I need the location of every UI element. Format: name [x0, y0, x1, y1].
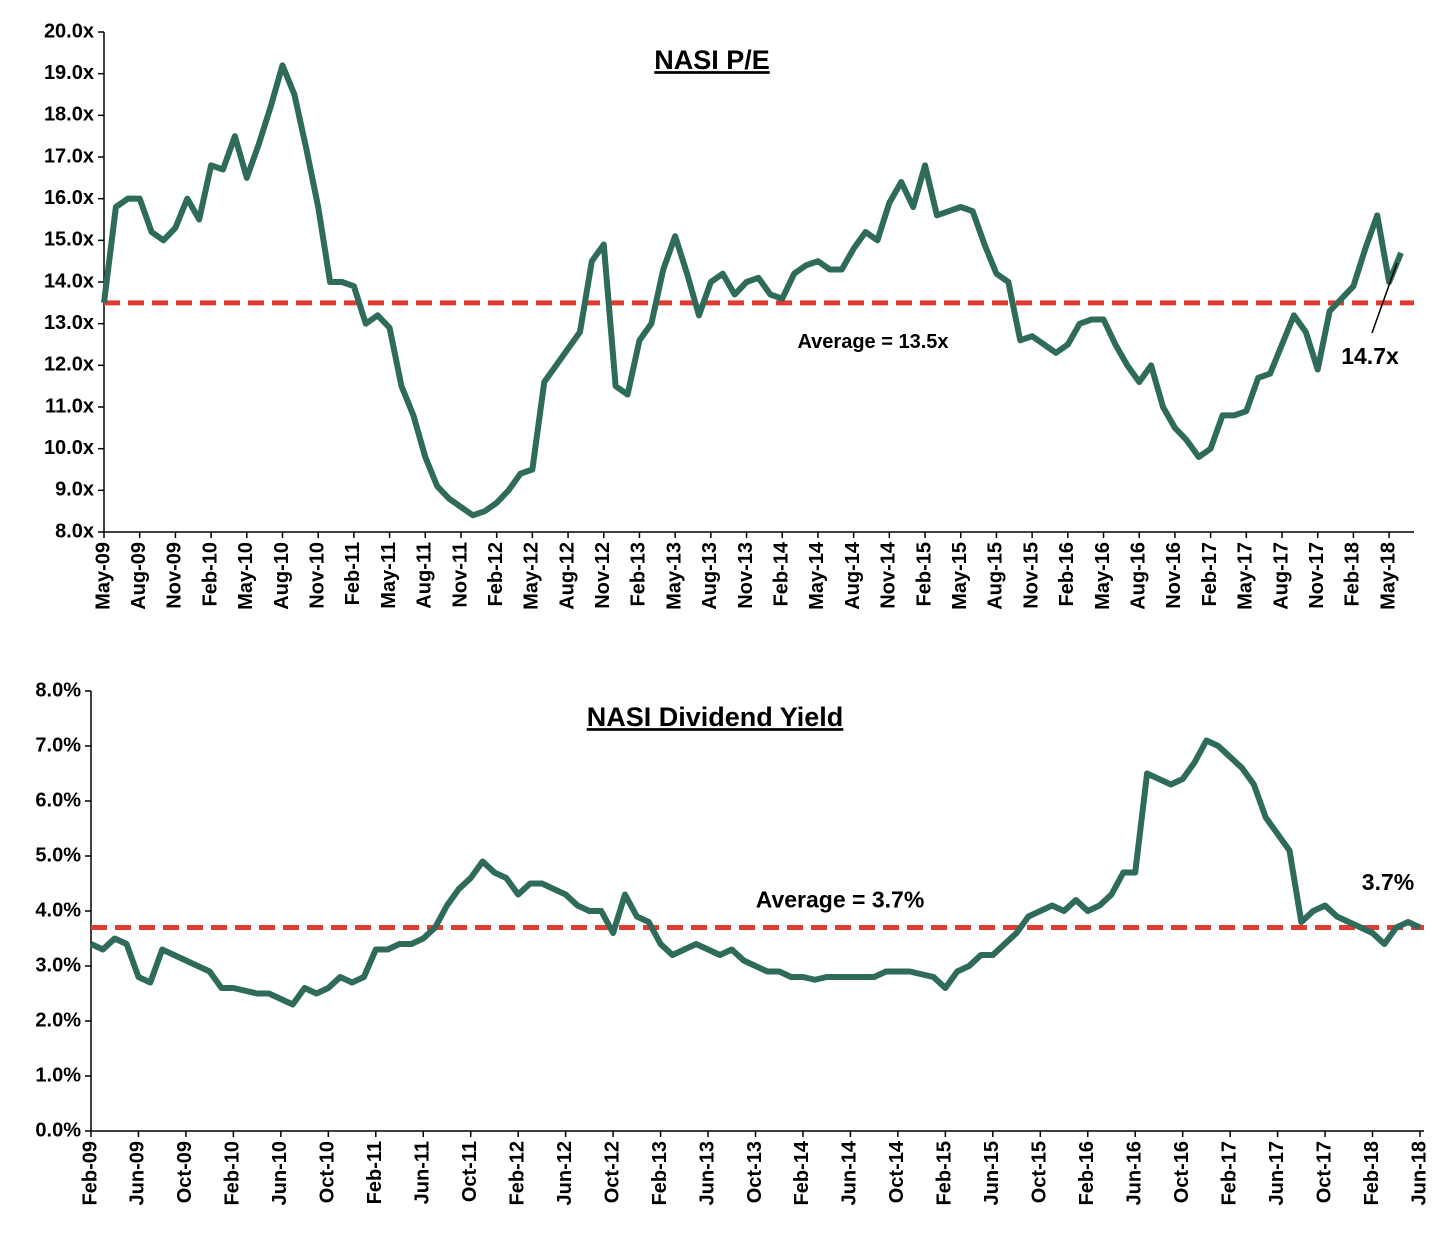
x-tick-label: Jun-09: [127, 1141, 149, 1205]
y-tick-label: 18.0x: [44, 104, 94, 126]
y-tick-label: 10.0x: [44, 437, 94, 459]
x-tick-label: Nov-17: [1306, 542, 1328, 609]
x-tick-label: Nov-13: [735, 542, 757, 609]
x-tick-label: Feb-15: [913, 542, 935, 606]
x-tick-label: Feb-09: [79, 1141, 101, 1205]
x-tick-label: Nov-15: [1020, 542, 1042, 609]
x-tick-label: Nov-11: [449, 542, 471, 608]
x-tick-label: Jun-18: [1408, 1141, 1430, 1205]
y-tick-label: 2.0%: [35, 1009, 81, 1031]
x-tick-label: Oct-12: [601, 1141, 623, 1203]
x-tick-label: Oct-10: [317, 1141, 339, 1203]
y-tick-label: 9.0x: [55, 479, 94, 501]
x-tick-label: Jun-11: [412, 1141, 434, 1204]
x-tick-label: Feb-13: [628, 542, 650, 606]
x-tick-label: Jun-12: [554, 1141, 576, 1205]
x-tick-label: Feb-10: [199, 542, 221, 606]
x-tick-label: May-17: [1235, 542, 1257, 610]
x-tick-label: Oct-13: [744, 1141, 766, 1203]
x-tick-label: Nov-09: [164, 542, 186, 609]
x-tick-label: May-12: [521, 542, 543, 610]
x-tick-label: Aug-15: [985, 542, 1007, 610]
chart-title: NASI Dividend Yield: [587, 702, 844, 732]
last-value-label: 14.7x: [1341, 343, 1399, 369]
data-line: [101, 62, 1404, 519]
x-tick-label: May-11: [378, 542, 400, 609]
x-tick-label: Oct-15: [1029, 1141, 1051, 1203]
y-tick-label: 4.0%: [35, 899, 81, 921]
x-tick-label: Feb-15: [934, 1141, 956, 1205]
x-tick-label: Feb-13: [649, 1141, 671, 1205]
y-tick-label: 11.0x: [45, 395, 94, 417]
x-tick-label: May-09: [92, 542, 114, 610]
data-line: [89, 737, 1422, 1008]
x-tick-label: Feb-16: [1056, 542, 1078, 606]
x-tick-label: Aug-16: [1128, 542, 1150, 610]
x-tick-label: May-14: [806, 541, 828, 610]
x-tick-label: Oct-14: [886, 1140, 908, 1203]
last-value-label: 3.7%: [1362, 869, 1414, 895]
x-tick-label: Feb-14: [791, 1140, 813, 1205]
x-tick-label: Jun-15: [981, 1141, 1003, 1205]
x-tick-label: Feb-11: [342, 542, 364, 605]
x-tick-label: Oct-17: [1313, 1141, 1335, 1203]
x-tick-label: Feb-14: [771, 541, 793, 606]
x-tick-label: Aug-09: [128, 542, 150, 610]
x-tick-label: Jun-10: [269, 1141, 291, 1205]
x-tick-label: Feb-10: [222, 1141, 244, 1205]
x-tick-label: Feb-16: [1076, 1141, 1098, 1205]
y-tick-label: 7.0%: [35, 734, 81, 756]
chart-title: NASI P/E: [654, 45, 770, 75]
x-tick-label: Feb-18: [1342, 542, 1364, 606]
y-tick-label: 8.0%: [35, 679, 81, 701]
x-tick-label: May-16: [1092, 542, 1114, 610]
x-tick-label: Jun-14: [839, 1140, 861, 1205]
callout-line: [1371, 262, 1398, 334]
x-tick-label: Feb-12: [485, 542, 507, 606]
x-tick-label: Jun-17: [1266, 1141, 1288, 1205]
x-tick-label: May-18: [1377, 542, 1399, 610]
x-tick-label: Jun-16: [1123, 1141, 1145, 1205]
y-tick-label: 0.0%: [35, 1119, 81, 1141]
x-tick-label: Feb-18: [1361, 1141, 1383, 1205]
y-tick-label: 17.0x: [44, 145, 94, 167]
average-label: Average = 13.5x: [797, 331, 948, 353]
x-tick-label: Aug-14: [842, 541, 864, 610]
y-tick-label: 15.0x: [44, 229, 94, 251]
average-label: Average = 3.7%: [756, 887, 925, 913]
y-tick-label: 12.0x: [44, 354, 94, 376]
x-tick-label: Nov-16: [1163, 542, 1185, 609]
x-tick-label: Aug-10: [271, 542, 293, 610]
x-tick-label: May-10: [235, 542, 257, 610]
x-tick-label: Oct-09: [174, 1141, 196, 1203]
y-tick-label: 19.0x: [44, 62, 94, 84]
x-tick-label: Nov-14: [878, 541, 900, 609]
x-tick-label: Feb-17: [1218, 1141, 1240, 1205]
x-tick-label: Oct-11: [459, 1141, 481, 1202]
x-tick-label: Feb-12: [506, 1141, 528, 1205]
x-tick-label: Jun-13: [696, 1141, 718, 1205]
y-tick-label: 8.0x: [55, 520, 94, 542]
x-tick-label: Aug-13: [699, 542, 721, 610]
x-tick-label: Aug-11: [414, 542, 436, 609]
y-tick-label: 3.0%: [35, 954, 81, 976]
x-tick-label: Oct-16: [1171, 1141, 1193, 1203]
x-tick-label: Nov-10: [306, 542, 328, 609]
y-tick-label: 14.0x: [44, 270, 94, 292]
x-tick-label: May-13: [663, 542, 685, 610]
y-tick-label: 5.0%: [35, 844, 81, 866]
x-tick-label: Feb-11: [364, 1141, 386, 1204]
y-tick-label: 20.0x: [44, 20, 94, 42]
x-tick-label: Aug-17: [1270, 542, 1292, 610]
y-tick-label: 16.0x: [44, 187, 94, 209]
x-tick-label: Aug-12: [556, 542, 578, 610]
x-tick-label: Nov-12: [592, 542, 614, 609]
x-tick-label: May-15: [949, 542, 971, 610]
y-tick-label: 1.0%: [35, 1064, 81, 1086]
y-tick-label: 13.0x: [44, 312, 94, 334]
x-tick-label: Feb-17: [1199, 542, 1221, 606]
y-tick-label: 6.0%: [35, 789, 81, 811]
